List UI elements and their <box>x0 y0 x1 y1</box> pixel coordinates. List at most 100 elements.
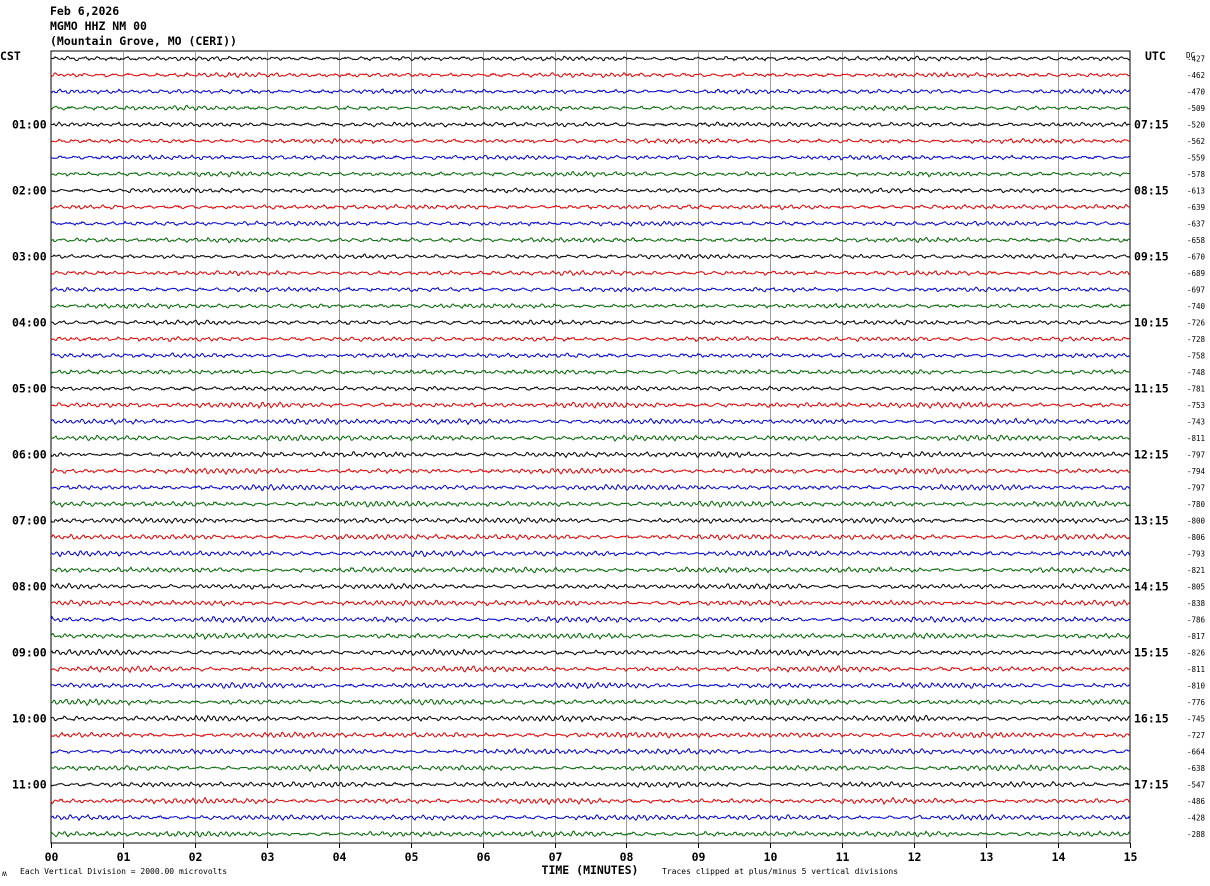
scale-note: Each Vertical Division = 2000.00 microvo… <box>20 867 228 876</box>
trace-row <box>50 599 1131 607</box>
corner-logo: ʍ <box>2 869 7 878</box>
dc-offset-label: -797 <box>1187 484 1205 493</box>
trace-row <box>50 88 1131 95</box>
trace-row <box>50 71 1131 79</box>
trace-row <box>50 648 1131 657</box>
trace-row <box>51 121 1131 128</box>
trace-row <box>50 154 1131 161</box>
trace-row <box>50 286 1131 293</box>
dc-offset-label: -613 <box>1187 187 1205 196</box>
dc-offset-label: -547 <box>1187 781 1205 790</box>
seismic-traces <box>50 55 1131 838</box>
trace-row <box>50 796 1131 806</box>
right-hour-label: 17:15 <box>1134 778 1169 792</box>
plot-date: Feb 6,2026 <box>50 4 120 18</box>
left-hour-label: 01:00 <box>12 118 47 132</box>
trace-row <box>50 714 1130 723</box>
x-tick-label: 04 <box>333 850 347 864</box>
x-tick-label: 00 <box>45 850 59 864</box>
x-tick-label: 15 <box>1124 850 1138 864</box>
trace-row <box>50 203 1131 211</box>
x-tick-label: 14 <box>1052 850 1066 864</box>
trace-row <box>50 516 1131 525</box>
x-tick-label: 07 <box>549 850 563 864</box>
x-tick-label: 08 <box>620 850 634 864</box>
dc-offset-label: -638 <box>1187 764 1206 773</box>
dc-offset-label: -838 <box>1187 599 1206 608</box>
trace-row <box>50 582 1131 590</box>
dc-offset-label: -743 <box>1187 418 1205 427</box>
dc-offset-label: -428 <box>1187 814 1206 823</box>
dc-offset-label: -805 <box>1187 583 1205 592</box>
clip-note: Traces clipped at plus/minus 5 vertical … <box>662 867 899 876</box>
dc-offset-label: -658 <box>1187 236 1206 245</box>
trace-row <box>50 450 1131 459</box>
dc-offset-label: -786 <box>1187 616 1206 625</box>
trace-row <box>50 319 1131 326</box>
dc-offset-label: -794 <box>1187 467 1206 476</box>
trace-row <box>51 566 1131 574</box>
trace-row <box>50 830 1131 838</box>
x-tick-label: 09 <box>692 850 706 864</box>
dc-offset-label: -740 <box>1187 302 1206 311</box>
trace-row <box>50 698 1131 707</box>
trace-row <box>50 434 1130 442</box>
trace-row <box>50 483 1131 492</box>
trace-row <box>50 352 1131 359</box>
left-hour-label: 09:00 <box>12 646 47 660</box>
plot-frame <box>50 50 1131 844</box>
x-tick-label: 06 <box>477 850 491 864</box>
right-hour-label: 07:15 <box>1134 118 1169 132</box>
trace-row <box>50 302 1131 310</box>
dc-offset-label: -793 <box>1187 550 1205 559</box>
station-id: MGMO HHZ NM 00 <box>50 19 147 33</box>
station-location: (Mountain Grove, MO (CERI)) <box>50 34 237 48</box>
trace-row <box>50 368 1131 375</box>
left-hour-label: 07:00 <box>12 514 47 528</box>
x-tick-label: 02 <box>189 850 203 864</box>
trace-row <box>50 336 1131 343</box>
x-axis-title: TIME (MINUTES) <box>542 863 639 877</box>
trace-row <box>51 55 1131 62</box>
dc-offset-label: -826 <box>1187 649 1206 658</box>
dc-offset-label: -781 <box>1187 385 1205 394</box>
dc-column-label: DC <box>1186 51 1195 60</box>
dc-offset-label: -637 <box>1187 220 1205 229</box>
trace-row <box>50 236 1131 244</box>
trace-row <box>50 220 1131 227</box>
x-tick-label: 03 <box>261 850 275 864</box>
left-hour-label: 11:00 <box>12 778 47 792</box>
trace-row <box>50 467 1131 476</box>
dc-offset-label: -670 <box>1187 253 1206 262</box>
grid <box>50 50 1131 848</box>
left-hour-label: 08:00 <box>12 580 47 594</box>
dc-offset-label: -562 <box>1187 137 1205 146</box>
x-tick-label: 11 <box>836 850 850 864</box>
right-hour-label: 11:15 <box>1134 382 1169 396</box>
dc-offset-label: -800 <box>1187 517 1206 526</box>
dc-offset-label: -811 <box>1187 665 1205 674</box>
dc-offset-label: -748 <box>1187 368 1206 377</box>
trace-row <box>50 385 1131 392</box>
trace-row <box>50 137 1131 145</box>
trace-row <box>50 253 1131 260</box>
trace-row <box>50 813 1131 822</box>
dc-offset-label: -817 <box>1187 632 1205 641</box>
trace-row <box>50 780 1131 789</box>
dc-offset-label: -639 <box>1187 203 1205 212</box>
left-hour-label: 10:00 <box>12 712 47 726</box>
right-hour-label: 09:15 <box>1134 250 1169 264</box>
x-tick-label: 05 <box>405 850 419 864</box>
left-hour-label: 02:00 <box>12 184 47 198</box>
dc-offset-label: -578 <box>1187 170 1206 179</box>
right-hour-label: 10:15 <box>1134 316 1169 330</box>
dc-offset-label: -780 <box>1187 500 1206 509</box>
trace-row <box>50 763 1131 773</box>
dc-offset-label: -821 <box>1187 566 1205 575</box>
dc-offset-label: -806 <box>1187 533 1206 542</box>
dc-offset-label: -728 <box>1187 335 1206 344</box>
x-tick-label: 10 <box>764 850 778 864</box>
dc-offset-label: -664 <box>1187 748 1206 757</box>
left-hour-label: 05:00 <box>12 382 47 396</box>
